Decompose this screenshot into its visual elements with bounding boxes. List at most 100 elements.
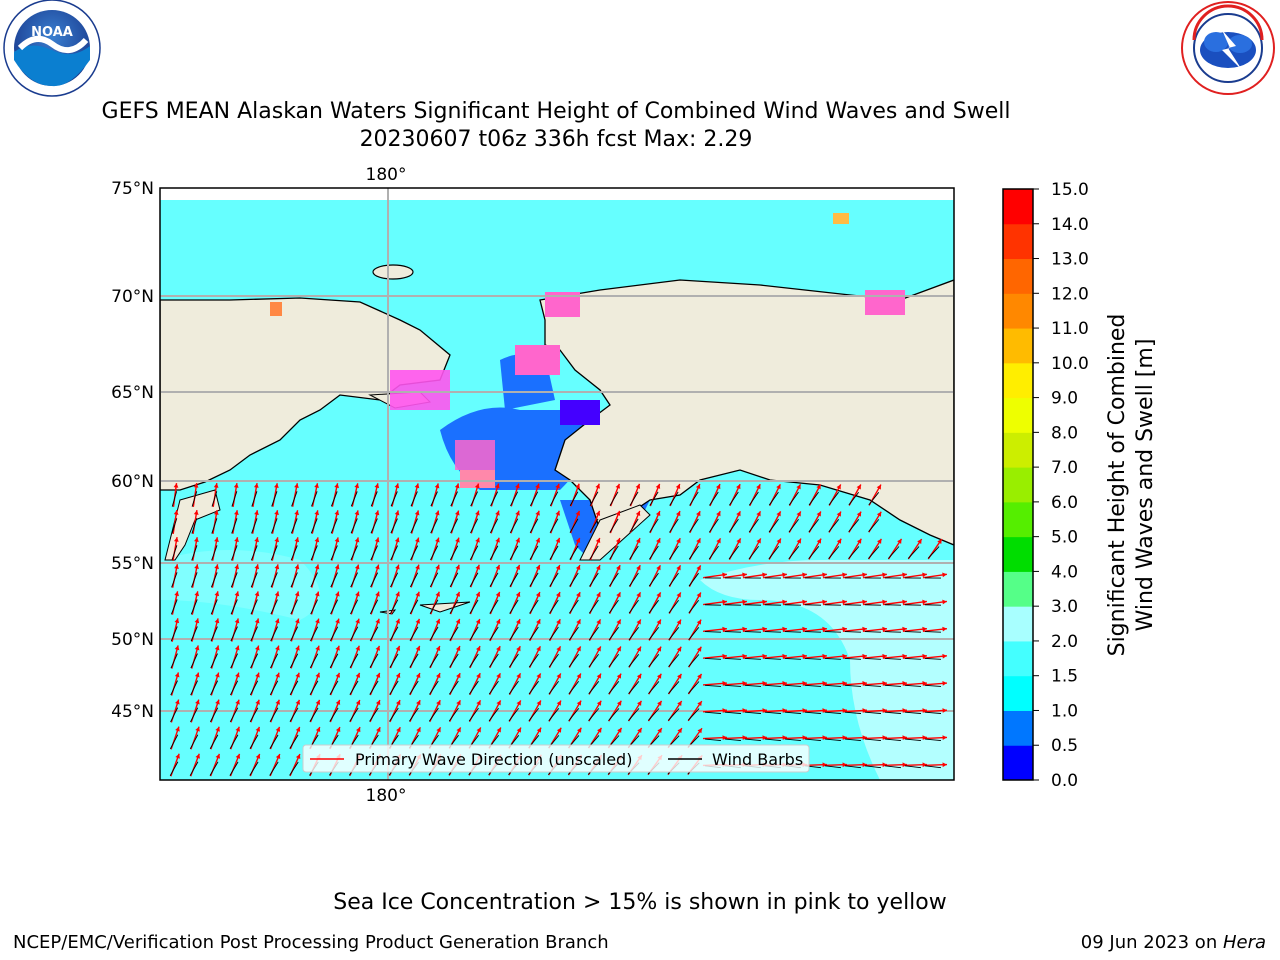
wave-direction-arrowhead [696,511,701,517]
wave-direction-arrowhead [736,484,741,490]
wave-direction-arrowhead [636,592,641,598]
wind-barb [549,572,559,587]
wind-barb [290,626,299,642]
wave-direction-arrowhead [255,699,260,705]
wave-direction-arrowhead [882,626,887,632]
wind-barb [389,707,399,722]
wave-direction-arrowhead [516,700,521,706]
colorbar-swatch [1003,293,1033,329]
wind-barb [828,519,840,533]
wave-direction-arrowhead [334,537,340,543]
wave-direction-arrowhead [194,618,200,624]
wave-direction-arrowhead [742,626,747,632]
wave-direction-arrowhead [414,510,420,516]
wave-direction-arrowhead [535,564,541,570]
footer-date: 09 Jun 2023 on Hera [1081,932,1266,953]
wave-direction-arrowhead [555,510,560,516]
wave-direction-arrowhead [374,537,380,543]
wave-direction-arrowhead [456,727,461,733]
wind-barb [170,653,178,669]
wave-direction-arrowhead [174,564,179,570]
wind-barb [469,626,479,641]
wind-barb [608,626,619,641]
wind-barb [229,734,239,749]
wind-barb [924,631,942,633]
wave-direction-arrowhead [942,626,947,632]
wave-direction-arrowhead [314,564,320,570]
wind-barb [528,707,540,722]
wave-direction-arrowhead [195,726,200,732]
wave-direction-arrowhead [294,510,299,516]
wave-direction-arrowhead [194,672,200,678]
wind-barb [290,518,298,534]
wave-direction-arrowhead [315,699,321,705]
wave-direction-arrowhead [314,483,319,489]
wave-direction-arrowhead [876,484,881,490]
wind-barb [924,658,942,660]
wind-barb [628,708,640,721]
wind-barb [349,707,359,722]
wave-direction-arrowhead [595,537,601,543]
wind-barb [648,654,660,668]
wind-barb [290,572,298,588]
wave-direction-arrowhead [756,484,761,490]
wind-barb [309,707,319,722]
wind-barb [489,572,499,587]
wave-direction-arrowhead [193,483,199,488]
colorbar-swatch [1003,536,1033,572]
wave-direction-arrowhead [742,599,747,605]
wave-direction-arrowhead [254,591,260,597]
wave-direction-arrowhead [315,672,320,678]
wave-direction-arrowhead [676,646,682,652]
wave-direction-arrowhead [515,510,520,516]
wind-barb [449,545,459,561]
wave-direction-arrowhead [516,646,521,652]
wind-barb [668,545,679,560]
wave-direction-arrowhead [922,599,927,605]
wind-barb [289,680,299,695]
wave-direction-arrowhead [476,700,481,706]
wave-direction-arrowhead [536,727,542,733]
wind-barb [589,572,599,587]
wind-barb [169,734,179,750]
colorbar-title: Significant Height of Combined Wind Wave… [1105,314,1158,657]
wind-barb [608,653,620,668]
map-subtitle: 20230607 t06z 336h fcst Max: 2.29 [359,127,753,152]
wind-barb [704,631,722,633]
wave-direction-arrowhead [862,599,867,605]
wave-direction-arrowhead [656,592,661,598]
wave-direction-arrowhead [555,537,561,543]
wave-direction-arrowhead [394,510,400,516]
wave-direction-arrowhead [436,700,441,706]
wave-direction-arrowhead [174,591,179,597]
wind-barb [429,599,439,614]
wind-barb [469,653,479,668]
wave-direction-arrowhead [656,619,661,625]
wave-direction-arrowhead [535,592,541,598]
wind-barb [230,680,239,696]
wind-barb [704,658,722,660]
wave-direction-arrowhead [234,510,239,515]
wave-direction-arrowhead [395,564,400,570]
wind-barb [310,518,318,534]
wind-barb [804,684,822,687]
swell-zone-east [700,560,954,780]
wind-barb [270,545,278,561]
wind-barb [609,491,619,506]
wave-direction-arrowhead [796,484,801,490]
wave-direction-arrowhead [796,538,801,544]
wind-barb [744,711,762,714]
colorbar-swatch [1003,675,1033,711]
wind-barb [689,491,699,506]
wind-barb [688,681,700,694]
wave-direction-arrowhead [496,700,501,706]
wind-barb [588,653,599,668]
wave-direction-arrowhead [942,762,947,768]
wave-direction-arrowhead [294,564,300,570]
wind-barb [668,627,680,641]
wave-direction-arrowhead [516,673,521,679]
wave-direction-arrowhead [515,483,520,489]
wave-direction-arrowhead [354,510,360,516]
colorbar-tick-label: 1.0 [1051,701,1078,721]
wave-direction-arrowhead [576,727,582,733]
